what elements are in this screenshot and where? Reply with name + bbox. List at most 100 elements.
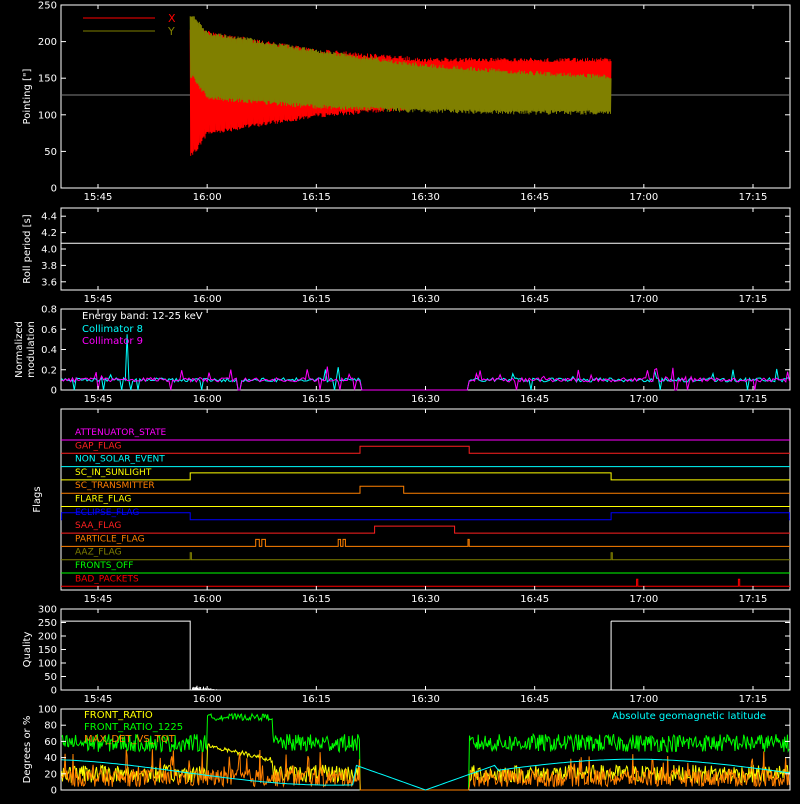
y-tick-label: 60 xyxy=(44,737,57,748)
y-tick-label: 100 xyxy=(38,110,57,121)
flag-label-attenuator-state: ATTENUATOR_STATE xyxy=(75,428,167,438)
x-tick-label: 16:00 xyxy=(193,394,222,405)
y-tick-label: 250 xyxy=(38,618,57,629)
flag-line-bad-packets xyxy=(61,578,790,587)
y-tick-label: 4.0 xyxy=(41,245,57,256)
x-tick-label: 16:00 xyxy=(193,294,222,305)
y-tick-label: 3.8 xyxy=(41,261,57,272)
x-tick-label: 15:45 xyxy=(84,192,113,203)
y-tick-label: 0.4 xyxy=(41,345,57,356)
legend-label-collimator-9: Collimator 9 xyxy=(82,336,143,347)
x-tick-label: 15:45 xyxy=(84,594,113,605)
series-spikes-quality xyxy=(192,685,218,690)
y-tick-label: 150 xyxy=(38,645,57,656)
y-tick-label: 100 xyxy=(38,659,57,670)
chart-annotation: Energy band: 12-25 keV xyxy=(82,311,203,322)
legend-label-y: Y xyxy=(167,25,175,38)
flag-label-eclipse-flag: ECLIPSE_FLAG xyxy=(75,508,139,518)
legend-label-max-det-vs-tot: MAX_DET_VS_TOT xyxy=(84,734,176,745)
y-tick-label: 250 xyxy=(38,1,57,12)
x-tick-label: 16:15 xyxy=(302,594,331,605)
series-band-y xyxy=(189,16,612,115)
y-axis-label: Roll period [s] xyxy=(22,214,33,283)
y-axis-label: Flags xyxy=(32,486,43,512)
x-tick-label: 16:30 xyxy=(411,594,440,605)
legend-label-geomagnetic-latitude: Absolute geomagnetic latitude xyxy=(612,711,766,722)
x-tick-label: 16:45 xyxy=(520,192,549,203)
y-tick-label: 50 xyxy=(44,147,57,158)
y-tick-label: 40 xyxy=(44,753,57,764)
y-tick-label: 200 xyxy=(38,632,57,643)
x-tick-label: 16:30 xyxy=(411,694,440,705)
y-tick-label: 4.2 xyxy=(41,228,57,239)
y-axis-label: Degrees or % xyxy=(22,716,33,784)
x-tick-label: 15:45 xyxy=(84,394,113,405)
x-tick-label: 16:00 xyxy=(193,594,222,605)
x-tick-label: 16:45 xyxy=(520,394,549,405)
flag-line-aaz-flag xyxy=(61,552,790,561)
x-tick-label: 16:30 xyxy=(411,294,440,305)
y-tick-label: 100 xyxy=(38,705,57,716)
flag-label-sc-in-sunlight: SC_IN_SUNLIGHT xyxy=(75,468,152,478)
y-tick-label: 0.6 xyxy=(41,325,57,336)
flag-label-bad-packets: BAD_PACKETS xyxy=(75,574,139,584)
x-tick-label: 15:45 xyxy=(84,694,113,705)
x-tick-label: 17:15 xyxy=(739,394,768,405)
flag-label-flare-flag: FLARE_FLAG xyxy=(75,495,131,505)
y-tick-label: 200 xyxy=(38,37,57,48)
x-tick-label: 17:00 xyxy=(629,294,658,305)
flag-line-eclipse-flag xyxy=(61,512,790,521)
x-tick-label: 16:00 xyxy=(193,694,222,705)
y-tick-label: 0 xyxy=(51,386,57,397)
x-tick-label: 16:15 xyxy=(302,694,331,705)
flag-line-particle-flag xyxy=(61,538,790,547)
y-tick-label: 50 xyxy=(44,672,57,683)
y-tick-label: 3.6 xyxy=(41,277,57,288)
y-tick-label: 150 xyxy=(38,74,57,85)
x-tick-label: 17:15 xyxy=(739,192,768,203)
x-tick-label: 17:15 xyxy=(739,594,768,605)
x-tick-label: 16:45 xyxy=(520,594,549,605)
series-line-quality xyxy=(610,620,790,690)
flag-label-non-solar-event: NON_SOLAR_EVENT xyxy=(75,455,165,465)
y-axis-label: Quality xyxy=(22,632,33,668)
y-tick-label: 0 xyxy=(51,786,57,797)
x-tick-label: 17:15 xyxy=(739,694,768,705)
x-tick-label: 16:15 xyxy=(302,394,331,405)
series-line-quality xyxy=(61,620,191,690)
x-tick-label: 17:00 xyxy=(629,394,658,405)
legend-label-front-ratio: FRONT_RATIO xyxy=(84,710,153,721)
y-axis-label: modulation xyxy=(26,321,37,378)
flag-label-particle-flag: PARTICLE_FLAG xyxy=(75,534,145,544)
x-tick-label: 15:45 xyxy=(84,294,113,305)
flag-line-sc-in-sunlight xyxy=(61,472,790,481)
flag-line-sc-transmitter xyxy=(61,485,790,494)
x-tick-label: 16:45 xyxy=(520,294,549,305)
x-tick-label: 16:30 xyxy=(411,394,440,405)
x-tick-label: 16:45 xyxy=(520,694,549,705)
plot-frame-flags xyxy=(60,408,791,591)
x-tick-label: 16:15 xyxy=(302,192,331,203)
y-tick-label: 0.8 xyxy=(41,305,57,316)
y-axis-label: Normalized xyxy=(14,321,25,378)
x-tick-label: 16:00 xyxy=(193,192,222,203)
series-line-geomagnetic-latitude xyxy=(61,758,790,791)
x-tick-label: 16:30 xyxy=(411,192,440,203)
y-axis-label: Pointing ["] xyxy=(22,68,33,124)
legend-label-front-ratio-1225: FRONT_RATIO_1225 xyxy=(84,722,183,733)
x-tick-label: 16:15 xyxy=(302,294,331,305)
y-tick-label: 300 xyxy=(38,605,57,616)
flag-label-saa-flag: SAA_FLAG xyxy=(75,521,121,531)
flag-line-saa-flag xyxy=(61,525,790,534)
y-tick-label: 0 xyxy=(51,184,57,195)
x-tick-label: 17:00 xyxy=(629,694,658,705)
flag-label-aaz-flag: AAZ_FLAG xyxy=(75,548,122,558)
flag-label-gap-flag: GAP_FLAG xyxy=(75,441,121,451)
y-tick-label: 0.2 xyxy=(41,365,57,376)
legend-label-collimator-8: Collimator 8 xyxy=(82,324,143,335)
y-tick-label: 80 xyxy=(44,721,57,732)
legend-label-x: X xyxy=(168,12,176,25)
y-tick-label: 0 xyxy=(51,686,57,697)
